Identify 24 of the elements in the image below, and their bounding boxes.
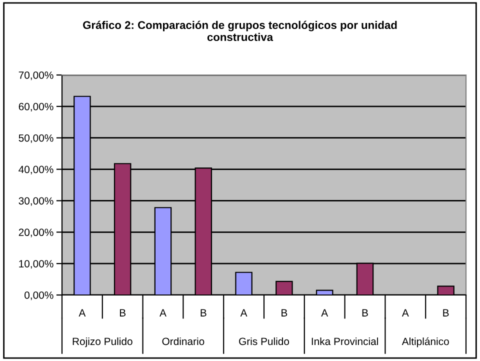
x-tick-label: A — [402, 309, 409, 316]
text: Altiplánico — [402, 337, 449, 348]
y-tick-label: 40,00% — [18, 166, 54, 174]
text: Inka Provincial — [312, 337, 378, 346]
y-tick-label: 70,00% — [18, 72, 54, 80]
x-tick-label: A — [321, 309, 328, 316]
text: Gris Pulido — [239, 337, 290, 346]
x-tick-label: A — [160, 309, 166, 316]
y-tick-label: 0,00% — [24, 292, 54, 300]
x-tick-label: A — [240, 309, 248, 316]
text: Ordinario — [162, 337, 204, 346]
x-tick-label: B — [443, 309, 449, 316]
y-tick-label: 50,00% — [18, 134, 54, 143]
x-tick-label: B — [120, 309, 126, 316]
x-tick-label: B — [282, 309, 288, 316]
y-tick-label: 20,00% — [18, 228, 54, 238]
x-tick-label: B — [200, 309, 206, 316]
y-tick-label: 30,00% — [18, 197, 54, 206]
text: Rojizo Pulido — [72, 337, 132, 348]
y-tick-label: 60,00% — [18, 102, 54, 112]
x-tick-label: A — [78, 309, 86, 316]
chart-title: Gráfico 2: Comparación de grupos tecnológicos por unidad constructiva — [83, 20, 397, 42]
y-tick-label: 10,00% — [19, 260, 54, 269]
x-tick-label: B — [362, 309, 368, 316]
